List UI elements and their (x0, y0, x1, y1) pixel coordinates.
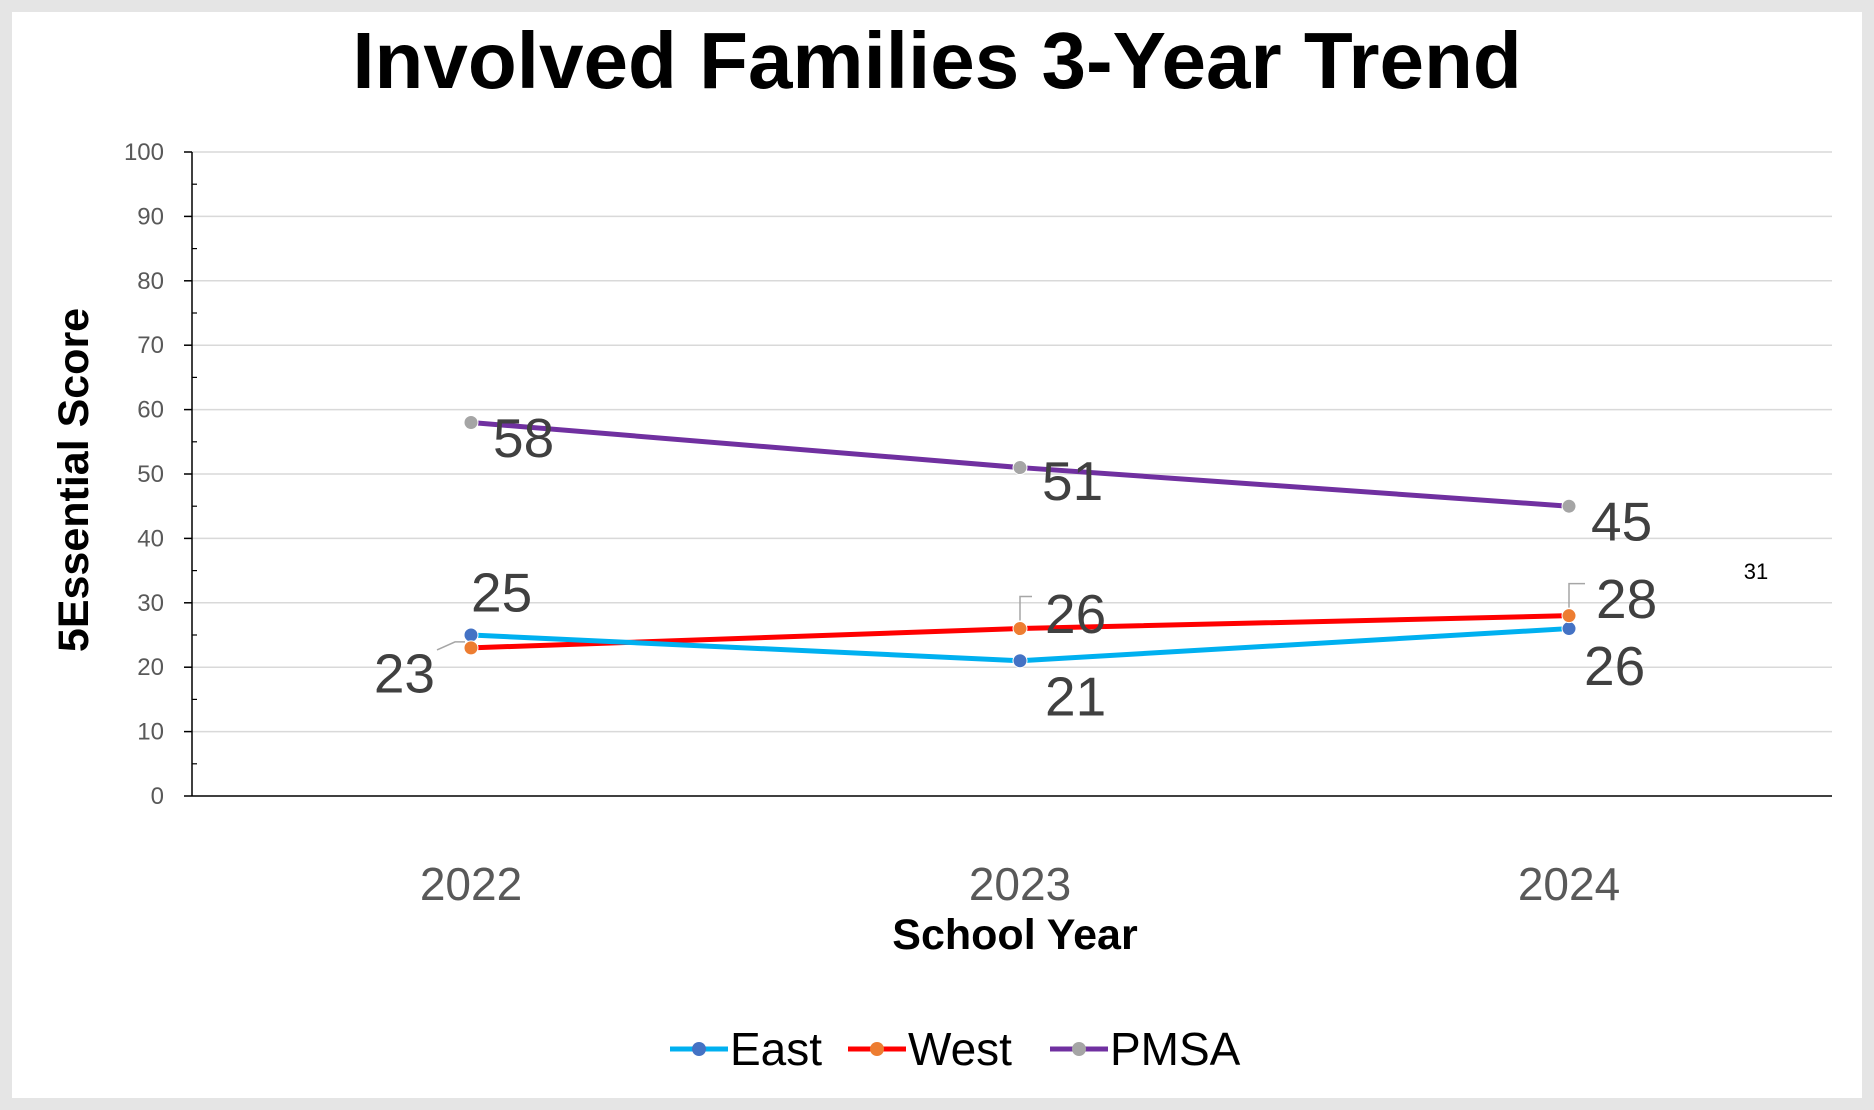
data-point-west (463, 640, 479, 656)
data-label-west: 26 (1045, 583, 1106, 645)
line-chart: Involved Families 3-Year Trend 0 10 20 30 40… (50, 16, 1832, 1075)
legend-marker-west (870, 1042, 884, 1056)
y-tick-label: 0 (151, 783, 164, 810)
gridlines (192, 151, 1832, 733)
y-tick-label: 10 (137, 719, 164, 746)
y-tick-label: 20 (137, 654, 164, 681)
chart-annotation: 31 (1744, 559, 1768, 584)
data-label-west: 23 (374, 642, 435, 704)
y-tick-label: 70 (137, 332, 164, 359)
x-axis-title: School Year (892, 911, 1138, 959)
data-point-pmsa (463, 414, 479, 430)
data-label-east: 21 (1045, 665, 1106, 727)
x-tick-labels: 2022 2023 2024 (420, 858, 1620, 910)
label-leader-lines (436, 582, 1585, 651)
axes (184, 151, 1832, 797)
y-tick-label: 100 (124, 139, 164, 166)
data-point-pmsa (1012, 460, 1028, 476)
legend-label-east: East (730, 1023, 822, 1075)
chart-title: Involved Families 3-Year Trend (352, 16, 1521, 105)
data-point-east (1012, 653, 1028, 669)
y-tick-label: 90 (137, 203, 164, 230)
series-markers (463, 414, 1577, 669)
data-point-east (463, 627, 479, 643)
data-point-west (1561, 608, 1577, 624)
y-tick-label: 80 (137, 268, 164, 295)
x-tick-label: 2023 (969, 858, 1071, 910)
legend-marker-pmsa (1072, 1042, 1086, 1056)
data-label-east: 25 (471, 562, 532, 624)
legend: East West PMSA (670, 1023, 1241, 1075)
x-tick-label: 2024 (1518, 858, 1620, 910)
legend-marker-east (692, 1042, 706, 1056)
y-tick-label: 30 (137, 590, 164, 617)
y-axis-title: 5Essential Score (50, 308, 98, 652)
data-label-pmsa: 58 (493, 407, 554, 469)
data-label-east: 26 (1584, 635, 1645, 697)
leader-line-west-2024 (1568, 582, 1585, 608)
chart-frame: Involved Families 3-Year Trend 0 10 20 30 40… (12, 12, 1862, 1098)
y-tick-label: 60 (137, 397, 164, 424)
legend-label-west: West (908, 1023, 1012, 1075)
y-tick-label: 40 (137, 525, 164, 552)
y-tick-label: 50 (137, 461, 164, 488)
data-label-west: 28 (1596, 568, 1657, 630)
data-point-west (1012, 621, 1028, 637)
y-tick-labels: 0 10 20 30 40 50 60 70 80 90 100 (124, 139, 164, 810)
data-point-east (1561, 621, 1577, 637)
x-tick-label: 2022 (420, 858, 522, 910)
data-label-pmsa: 51 (1042, 450, 1103, 512)
data-point-pmsa (1561, 498, 1577, 514)
leader-line-west-2023 (1019, 595, 1032, 621)
data-label-pmsa: 45 (1591, 491, 1652, 553)
legend-label-pmsa: PMSA (1110, 1023, 1241, 1075)
leader-line-west-2022 (436, 641, 465, 651)
